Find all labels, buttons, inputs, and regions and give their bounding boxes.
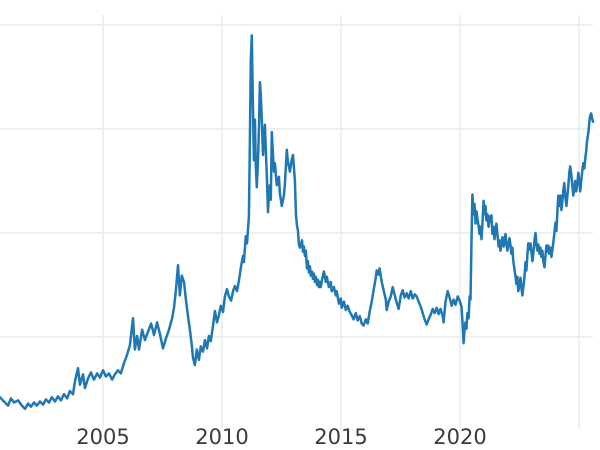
x-tick-label-2010: 2010 [195,425,249,449]
x-tick-label-2005: 2005 [76,425,130,449]
x-tick-label-2015: 2015 [314,425,368,449]
price-line-series [0,34,595,411]
x-tick-label-2020: 2020 [433,425,487,449]
